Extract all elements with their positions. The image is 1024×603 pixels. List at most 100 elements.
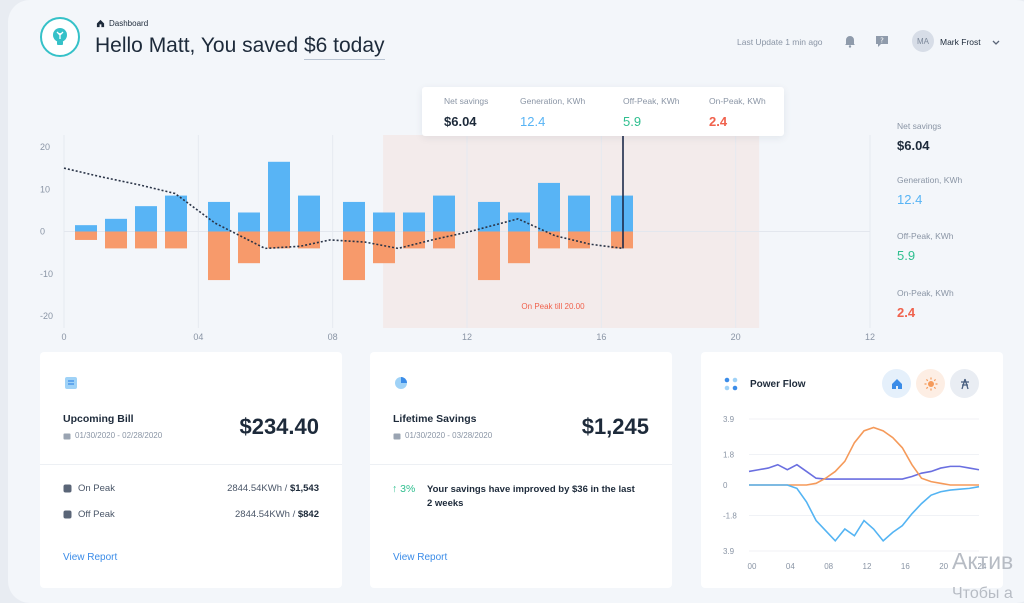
consumption-bar	[135, 231, 157, 249]
grid-tower-filter-button[interactable]	[950, 369, 979, 398]
generation-bar	[611, 195, 633, 232]
x-tick-label: 24	[978, 562, 987, 571]
consumption-bar	[343, 231, 365, 281]
notification-bell-icon[interactable]	[842, 33, 858, 49]
y-tick-label: 1.8	[723, 451, 735, 460]
energy-chart[interactable]: 0 04 08 12 16 20 12 20 10 0 -10 -20 On Peak till 20.…	[0, 0, 1024, 350]
bill-off-peak-usage: 2844.54KWh / $842	[235, 509, 319, 520]
tooltip-onpeak-label: On-Peak, KWh	[709, 96, 766, 106]
user-name[interactable]: Mark Frost	[940, 37, 981, 47]
bulb-icon	[53, 28, 67, 45]
tooltip-net-label: Net savings	[444, 96, 489, 106]
tooltip-generation: Generation, KWh 12.4	[520, 96, 585, 129]
x-tick-label: 00	[748, 562, 757, 571]
calendar-icon	[63, 433, 71, 439]
savings-title: Lifetime Savings	[393, 413, 477, 425]
home-icon	[891, 378, 902, 389]
consumption-bar	[165, 231, 187, 249]
bill-title: Upcoming Bill	[63, 413, 134, 425]
generation-bar	[105, 218, 127, 232]
upcoming-bill-card: Upcoming Bill 01/30/2020 - 02/28/2020 $2…	[40, 352, 342, 588]
greeting-prefix: Hello Matt, You saved	[95, 34, 304, 57]
summary-offpeak-label: Off-Peak, KWh	[897, 231, 954, 241]
tooltip-generation-label: Generation, KWh	[520, 96, 586, 106]
summary-offpeak-value: 5.9	[897, 248, 916, 263]
consumption-bar	[105, 231, 127, 249]
y-tick-label: 3.9	[723, 547, 735, 556]
consumption-bar	[238, 231, 260, 264]
pie-chart-icon	[395, 377, 407, 389]
generation-bar	[135, 206, 157, 232]
home-filter-button[interactable]	[882, 369, 911, 398]
card-divider	[40, 464, 342, 465]
bill-on-peak-row: On Peak 2844.54KWh / $1,543	[63, 483, 319, 494]
generation-bar	[208, 201, 230, 232]
x-tick-label: 12	[863, 562, 872, 571]
savings-view-report-link[interactable]: View Report	[393, 552, 448, 563]
generation-bar	[238, 212, 260, 232]
y-tick-label: 0	[723, 481, 728, 490]
consumption-bar	[433, 231, 455, 249]
chevron-down-icon[interactable]	[990, 36, 1002, 48]
consumption-bar	[568, 231, 590, 249]
tooltip-generation-value: 12.4	[520, 114, 546, 129]
bill-amount: $234.40	[239, 414, 319, 439]
breadcrumb-label: Dashboard	[109, 19, 149, 28]
y-tick-label: 0	[40, 227, 45, 237]
on-peak-icon	[63, 484, 72, 493]
bill-off-peak-row: Off Peak 2844.54KWh / $842	[63, 509, 319, 520]
bill-view-report-link[interactable]: View Report	[63, 552, 118, 563]
greeting-title: Hello Matt, You saved $6 today	[95, 34, 385, 60]
savings-dates-text: 01/30/2020 - 03/28/2020	[405, 431, 493, 440]
x-tick-label: 16	[596, 332, 606, 342]
generation-bar	[538, 182, 560, 232]
generation-bar	[568, 195, 590, 232]
os-activation-watermark: Актив	[952, 548, 1014, 574]
summary-generation: Generation, KWh 12.4	[897, 175, 962, 207]
breadcrumb[interactable]: Dashboard	[96, 19, 148, 28]
bill-off-peak-label: Off Peak	[78, 509, 115, 520]
sun-icon	[924, 377, 937, 390]
x-tick-label: 12	[865, 332, 875, 342]
sun-filter-button[interactable]	[916, 369, 945, 398]
power-flow-title: Power Flow	[750, 379, 806, 390]
generation-bar	[75, 225, 97, 232]
app-logo[interactable]	[40, 17, 80, 57]
consumption-bar	[403, 231, 425, 249]
tooltip-offpeak-label: Off-Peak, KWh	[623, 96, 680, 106]
x-tick-label: 04	[193, 332, 203, 342]
consumption-bar	[538, 231, 560, 249]
tooltip-onpeak-value: 2.4	[709, 114, 728, 129]
power-flow-chart[interactable]: 3.9 1.8 0 -1.8 3.9 00 04 08 12 16 20 24	[701, 352, 1003, 588]
card-divider	[370, 464, 672, 465]
summary-onpeak-label: On-Peak, KWh	[897, 288, 954, 298]
x-tick-label: 20	[731, 332, 741, 342]
generation-bar	[165, 195, 187, 232]
generation-bar	[343, 201, 365, 232]
x-tick-label: 08	[328, 332, 338, 342]
off-peak-icon	[63, 510, 72, 519]
consumption-bar	[268, 231, 290, 249]
consumption-bar	[75, 231, 97, 240]
tooltip-offpeak-value: 5.9	[623, 114, 642, 129]
home-icon	[96, 19, 105, 28]
generation-bar	[403, 212, 425, 232]
greeting-amount: $6 today	[303, 34, 385, 60]
avatar[interactable]: MA	[912, 30, 934, 52]
generation-bar	[433, 195, 455, 232]
y-tick-label: -20	[40, 311, 53, 321]
summary-onpeak: On-Peak, KWh 2.4	[897, 288, 954, 320]
tooltip-onpeak: On-Peak, KWh 2.4	[709, 96, 766, 129]
generation-bar	[478, 201, 500, 232]
summary-generation-value: 12.4	[897, 192, 923, 207]
summary-net: Net savings $6.04	[897, 121, 941, 153]
bill-on-peak-label: On Peak	[78, 483, 115, 494]
x-tick-label: 20	[939, 562, 948, 571]
bill-dates: 01/30/2020 - 02/28/2020	[63, 431, 162, 440]
bill-off-peak-cost: $842	[297, 509, 319, 520]
svg-text:?: ?	[880, 37, 884, 45]
x-tick-label: 16	[901, 562, 910, 571]
bill-on-peak-kwh: 2844.54KWh /	[227, 483, 290, 494]
help-chat-icon[interactable]: ?	[874, 33, 890, 49]
y-tick-label: 20	[40, 142, 50, 152]
